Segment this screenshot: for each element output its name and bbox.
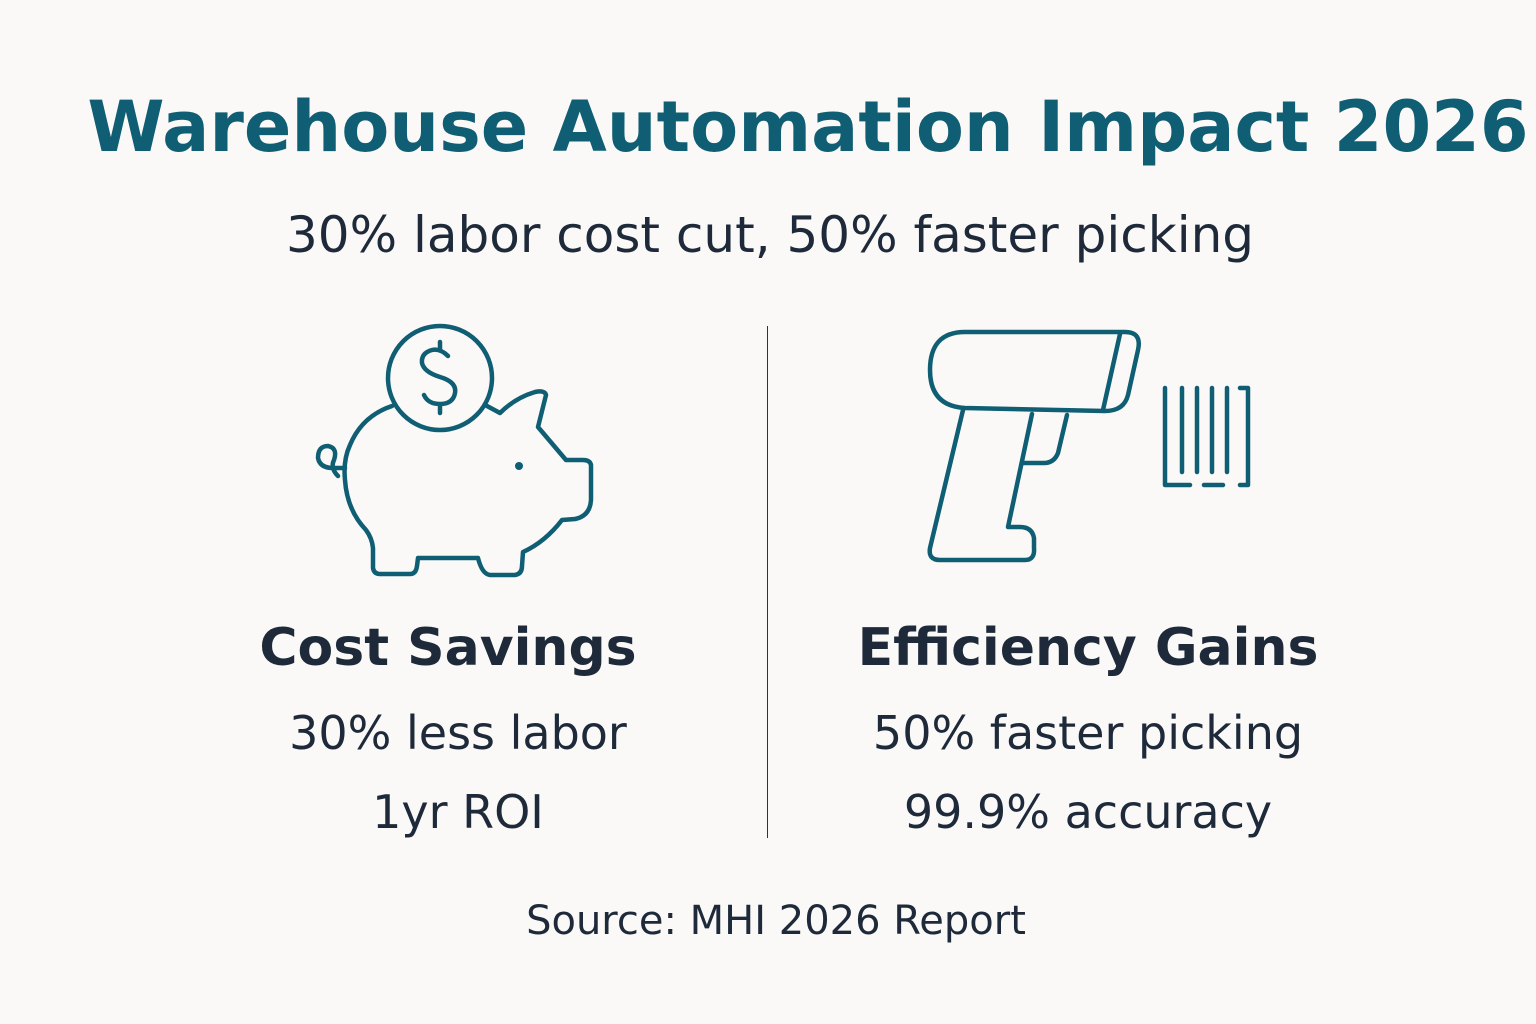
dollar-coin-icon: [385, 323, 495, 433]
page-title: Warehouse Automation Impact 2026: [87, 86, 1529, 168]
barcode-scanner-icon: [927, 329, 1251, 563]
cost-savings-heading: Cost Savings: [259, 618, 637, 678]
efficiency-gains-heading: Efficiency Gains: [857, 618, 1319, 678]
barcode-icon: [1162, 385, 1251, 488]
source-note: Source: MHI 2026 Report: [526, 898, 1026, 944]
efficiency-gains-stat: 99.9% accuracy: [903, 785, 1273, 839]
cost-savings-stat: 30% less labor: [289, 706, 627, 760]
divider: [767, 326, 768, 838]
subtitle: 30% labor cost cut, 50% faster picking: [285, 206, 1255, 264]
efficiency-gains-stat: 50% faster picking: [872, 706, 1304, 760]
piggy-bank-icon: [315, 323, 594, 578]
cost-savings-stat: 1yr ROI: [372, 785, 544, 839]
